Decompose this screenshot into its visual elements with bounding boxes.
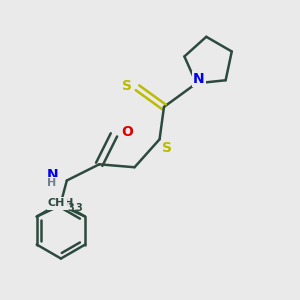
Text: N: N [46, 168, 58, 182]
Text: O: O [121, 125, 133, 139]
Text: 3: 3 [76, 203, 82, 213]
Text: CH: CH [48, 198, 65, 208]
Text: N: N [193, 72, 205, 86]
Text: 3: 3 [67, 203, 74, 213]
Text: S: S [122, 79, 132, 93]
Text: H: H [47, 178, 57, 188]
Text: S: S [162, 141, 172, 155]
Text: CH: CH [57, 198, 74, 208]
